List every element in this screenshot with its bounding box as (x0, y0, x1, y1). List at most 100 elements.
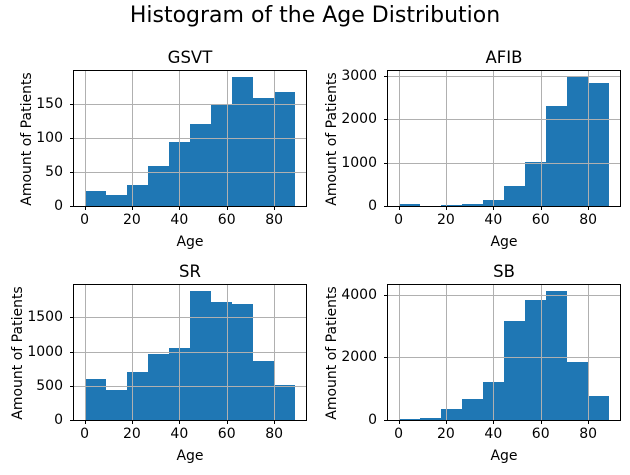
histogram-bar (588, 83, 610, 206)
y-tick-label: 50 (45, 164, 63, 181)
x-tick-label: 80 (265, 212, 284, 228)
histogram-bar (274, 385, 296, 420)
histogram-bar (147, 353, 169, 420)
histogram-bar (253, 97, 275, 206)
x-tick-mark (540, 420, 542, 424)
subplot-title: GSVT (167, 48, 213, 67)
x-tick-label: 60 (217, 212, 236, 228)
histogram-bar (440, 409, 462, 420)
subplot-gsvt: 0 20 40 60 80 0 50 100 150 GSVT Age Amount of Patie… (19, 49, 307, 250)
histogram-bar (546, 106, 568, 206)
subplot-afib: 0 20 40 60 80 0 1000 2000 3000 AFIB Age Amount of P… (324, 49, 621, 250)
x-tick-label: 80 (579, 426, 598, 442)
x-tick-label: 60 (531, 212, 550, 228)
histogram-bar (461, 203, 483, 206)
x-tick-label: 40 (484, 426, 503, 442)
histogram-bar (440, 205, 462, 206)
y-tick-label: 0 (54, 198, 63, 214)
y-tick-mark (384, 294, 388, 296)
y-tick-mark (384, 119, 388, 121)
subplot-title: SR (179, 262, 201, 281)
gridline-horizontal (388, 162, 620, 164)
y-tick-mark (70, 172, 74, 174)
histogram-bar (190, 124, 212, 206)
y-tick-label: 0 (368, 198, 377, 214)
x-tick-label: 20 (437, 212, 455, 228)
y-tick-label: 2000 (341, 111, 377, 128)
y-tick-label: 100 (36, 130, 63, 147)
subplot-title: AFIB (485, 48, 523, 67)
histogram-bar (274, 91, 296, 206)
gridline-vertical (493, 285, 495, 420)
histogram-bar (253, 360, 275, 420)
x-tick-label: 0 (394, 426, 403, 442)
x-tick-mark (445, 420, 447, 424)
y-tick-mark (70, 206, 74, 207)
x-tick-label: 20 (123, 426, 141, 442)
histogram-bar (190, 291, 212, 420)
x-tick-mark (179, 420, 181, 424)
histogram-bar (567, 77, 589, 206)
histogram-bar (504, 321, 526, 420)
x-tick-mark (398, 420, 400, 424)
gridline-vertical (398, 71, 400, 206)
histogram-bar (105, 389, 127, 420)
x-tick-mark (179, 206, 181, 210)
gridline-vertical (540, 71, 542, 206)
histogram-bar (525, 162, 547, 206)
gridline-horizontal (388, 357, 620, 359)
x-tick-label: 80 (579, 212, 598, 228)
gridline-vertical (445, 71, 447, 206)
y-tick-label: 1500 (27, 309, 63, 326)
gridline-vertical (588, 71, 590, 206)
gridline-vertical (445, 285, 447, 420)
x-tick-mark (226, 206, 228, 210)
x-tick-mark (493, 420, 495, 424)
histogram-bar (147, 166, 169, 206)
histogram-bar (461, 399, 483, 420)
gridline-horizontal (74, 420, 306, 421)
x-tick-mark (493, 206, 495, 210)
histogram-bar (232, 304, 254, 420)
y-tick-label: 3000 (341, 67, 377, 84)
gridline-horizontal (388, 420, 620, 421)
histogram-bar (398, 204, 420, 206)
y-tick-mark (70, 138, 74, 140)
y-tick-mark (70, 351, 74, 353)
y-tick-mark (384, 206, 388, 207)
histogram-bar (525, 300, 547, 420)
x-tick-mark (274, 420, 276, 424)
gridline-horizontal (74, 385, 306, 387)
x-tick-label: 40 (170, 212, 189, 228)
y-tick-label: 500 (36, 377, 63, 394)
y-tick-mark (70, 420, 74, 421)
y-tick-label: 2000 (341, 349, 377, 366)
y-tick-mark (384, 420, 388, 421)
y-axis-label: Amount of Patients (324, 285, 341, 420)
gridline-vertical (493, 71, 495, 206)
y-axis-label: Amount of Patients (10, 285, 27, 420)
y-tick-label: 150 (36, 96, 63, 113)
gridline-horizontal (388, 75, 620, 77)
histogram-bar (419, 417, 441, 420)
gridline-horizontal (388, 119, 620, 121)
y-axis-label: Amount of Patients (324, 71, 341, 206)
histogram-bar (232, 77, 254, 206)
y-tick-label: 1000 (27, 343, 63, 360)
y-axis-label: Amount of Patients (19, 71, 36, 206)
subplot-sb: 0 20 40 60 80 0 2000 4000 SB Age Amount of Patient… (324, 263, 621, 464)
x-axis-label: Age (176, 448, 204, 464)
x-tick-label: 60 (217, 426, 236, 442)
gridline-horizontal (74, 172, 306, 174)
histogram-bar (105, 195, 127, 206)
histogram-bar (126, 185, 148, 206)
x-axis-label: Age (490, 234, 518, 250)
histogram-bar (84, 378, 106, 420)
y-tick-mark (70, 385, 74, 387)
x-tick-mark (84, 206, 86, 210)
x-tick-mark (398, 206, 400, 210)
x-axis-label: Age (490, 448, 518, 464)
x-tick-mark (226, 420, 228, 424)
gridline-horizontal (74, 317, 306, 319)
y-tick-mark (70, 317, 74, 319)
